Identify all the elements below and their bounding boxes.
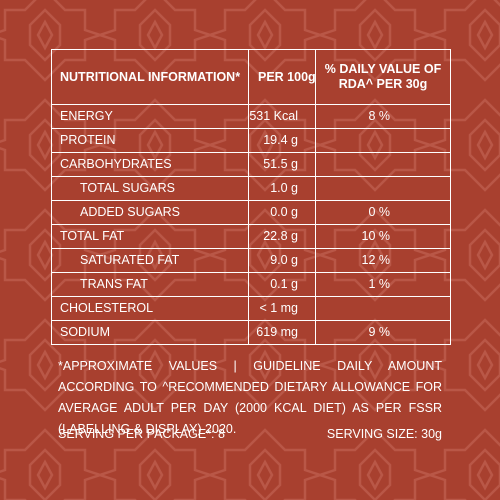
rda-value: 0 % [315, 200, 451, 225]
serving-per-package: SERVING PER PACKAGE*: 8 [58, 427, 225, 441]
header-rda: % DAILY VALUE OF RDA^ PER 30g [315, 49, 451, 105]
rda-value [315, 128, 451, 153]
serving-size: SERVING SIZE: 30g [326, 427, 442, 441]
table-body: ENERGY 531 Kcal 8 % PROTEIN 19.4 g CARBOHYDRA… [51, 104, 451, 345]
table-row: CHOLESTEROL < 1 mg [51, 296, 451, 321]
table-row: TOTAL FAT 22.8 g 10 % [51, 224, 451, 249]
footnote: *APPROXIMATE VALUES | GUIDELINE DAILY AM… [58, 359, 442, 436]
header-rda-line1: % DAILY VALUE OF [324, 62, 442, 76]
header-nutrient: NUTRITIONAL INFORMATION* [51, 49, 249, 105]
rda-value: 9 % [315, 320, 451, 345]
nutrition-table: NUTRITIONAL INFORMATION* PER 100g % DAIL… [51, 49, 451, 345]
table-row: SATURATED FAT 9.0 g 12 % [51, 248, 451, 273]
nutrient-name: CARBOHYDRATES [51, 152, 249, 177]
nutrient-name: TOTAL FAT [51, 224, 249, 249]
per-100g-value: 9.0 g [248, 248, 316, 273]
rda-value [315, 296, 451, 321]
per-100g-value: 0.1 g [248, 272, 316, 297]
per-100g-value: 531 Kcal [248, 104, 316, 129]
nutrient-name: SATURATED FAT [51, 248, 249, 273]
header-per-100g: PER 100g [248, 49, 316, 105]
nutrient-name: SODIUM [51, 320, 249, 345]
per-100g-value: 51.5 g [248, 152, 316, 177]
rda-value: 10 % [315, 224, 451, 249]
header-rda-line2: RDA^ PER 30g [338, 77, 428, 91]
rda-value: 12 % [315, 248, 451, 273]
table-header-row: NUTRITIONAL INFORMATION* PER 100g % DAIL… [51, 49, 451, 105]
per-100g-value: 19.4 g [248, 128, 316, 153]
table-row: PROTEIN 19.4 g [51, 128, 451, 153]
per-100g-value: 1.0 g [248, 176, 316, 201]
table-row: SODIUM 619 mg 9 % [51, 320, 451, 345]
per-100g-value: 619 mg [248, 320, 316, 345]
rda-value [315, 152, 451, 177]
nutrient-name: PROTEIN [51, 128, 249, 153]
serving-info: SERVING PER PACKAGE*: 8 SERVING SIZE: 30… [58, 427, 442, 441]
per-100g-value: 0.0 g [248, 200, 316, 225]
nutrient-name: TRANS FAT [51, 272, 249, 297]
per-100g-value: 22.8 g [248, 224, 316, 249]
nutrient-name: ENERGY [51, 104, 249, 129]
rda-value: 8 % [315, 104, 451, 129]
rda-value: 1 % [315, 272, 451, 297]
nutrient-name: ADDED SUGARS [51, 200, 249, 225]
nutrient-name: TOTAL SUGARS [51, 176, 249, 201]
table-row: CARBOHYDRATES 51.5 g [51, 152, 451, 177]
table-row: ENERGY 531 Kcal 8 % [51, 104, 451, 129]
per-100g-value: < 1 mg [248, 296, 316, 321]
table-row: TOTAL SUGARS 1.0 g [51, 176, 451, 201]
rda-value [315, 176, 451, 201]
nutrient-name: CHOLESTEROL [51, 296, 249, 321]
